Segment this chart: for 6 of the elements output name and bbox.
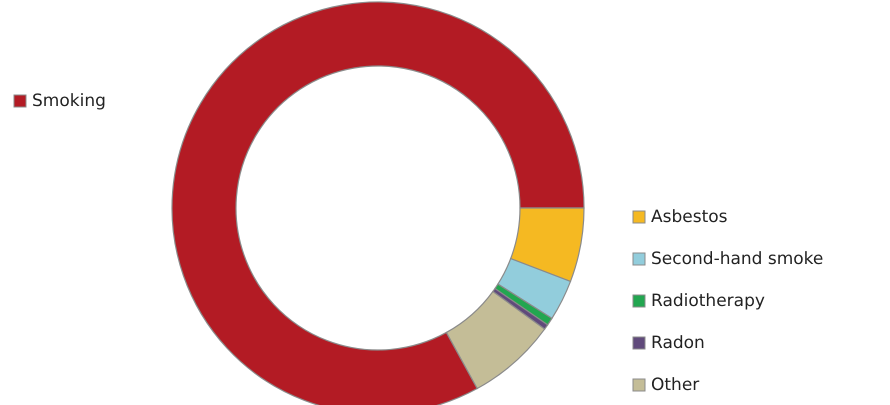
legend-label: Second-hand smoke — [651, 249, 824, 269]
legend-label: Radon — [651, 333, 705, 353]
legend-label: Radiotherapy — [651, 291, 765, 311]
legend-label: Asbestos — [651, 207, 728, 227]
legend-label: Other — [651, 375, 700, 395]
legend-label: Smoking — [32, 91, 106, 111]
